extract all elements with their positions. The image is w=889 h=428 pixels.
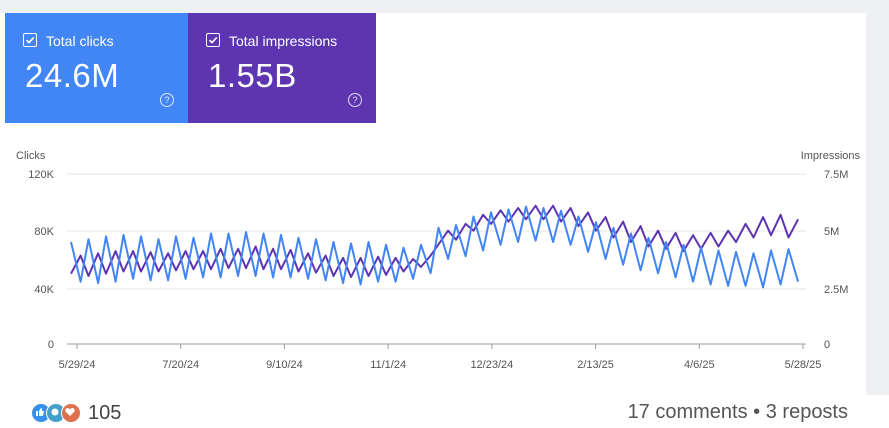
reaction-count: 105 — [88, 401, 122, 424]
love-reaction-icon — [61, 403, 81, 423]
performance-chart: Clicks Impressions 120K 80K 40K 0 7.5M 5M 2.5… — [16, 150, 861, 371]
x-axis-tick-label: 5/29/24 — [59, 359, 96, 371]
x-axis-tick-label: 7/20/24 — [162, 359, 199, 371]
x-axis-tick-label: 2/13/25 — [577, 359, 614, 371]
right-axis-tick: 7.5M — [824, 169, 848, 181]
checkbox-checked-icon[interactable] — [206, 33, 220, 47]
total-clicks-label: Total clicks — [46, 33, 114, 49]
reactions-bar[interactable]: 105 — [31, 400, 121, 426]
chart-grid — [67, 173, 806, 345]
help-circle-icon[interactable]: ? — [348, 93, 362, 107]
x-axis-tick-label: 4/6/25 — [684, 359, 715, 371]
left-axis-tick: 120K — [28, 169, 54, 181]
x-axis-tick-label: 12/23/24 — [470, 359, 513, 371]
right-axis-tick: 2.5M — [824, 284, 848, 296]
total-impressions-value: 1.55B — [208, 57, 297, 94]
left-axis-tick: 40K — [34, 284, 54, 296]
right-axis-tick: 0 — [824, 339, 830, 351]
checkbox-checked-icon[interactable] — [23, 33, 37, 47]
window-frame-right — [866, 0, 889, 395]
left-axis-title: Clicks — [16, 150, 46, 162]
total-impressions-label: Total impressions — [229, 33, 338, 49]
comments-reposts-link[interactable]: 17 comments • 3 reposts — [627, 401, 848, 423]
left-axis-tick: 0 — [48, 339, 54, 351]
total-clicks-card[interactable]: Total clicks 24.6M ? — [5, 13, 188, 123]
left-axis-tick: 80K — [34, 226, 54, 238]
x-axis-tick-label: 5/28/25 — [785, 359, 822, 371]
x-axis-tick-label: 9/10/24 — [266, 359, 303, 371]
right-axis-tick: 5M — [824, 226, 839, 238]
clicks-series-line — [70, 205, 800, 289]
total-impressions-card[interactable]: Total impressions 1.55B ? — [188, 13, 376, 123]
right-axis-title: Impressions — [801, 150, 861, 162]
total-clicks-value: 24.6M — [25, 57, 120, 94]
help-circle-icon[interactable]: ? — [160, 93, 174, 107]
x-axis-tick-label: 11/1/24 — [370, 359, 406, 371]
window-frame-top — [0, 0, 889, 13]
